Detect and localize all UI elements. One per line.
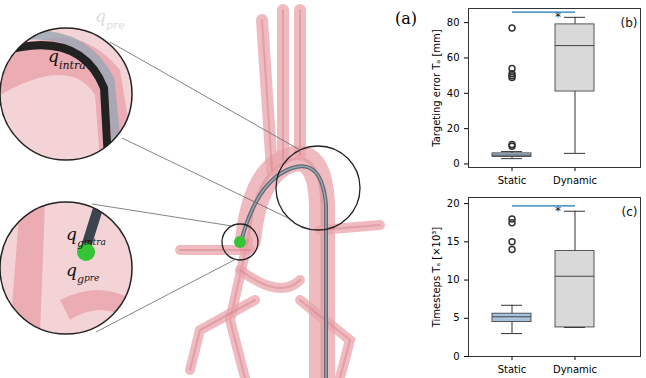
svg-text:Timesteps Tₛ [×10³]: Timesteps Tₛ [×10³] xyxy=(431,227,442,329)
svg-text:(a): (a) xyxy=(395,9,417,28)
svg-text:qgpre: qgpre xyxy=(66,260,99,286)
svg-text:qgintra: qgintra xyxy=(66,224,106,250)
svg-text:0: 0 xyxy=(453,351,459,362)
svg-text:40: 40 xyxy=(447,88,460,99)
svg-text:0: 0 xyxy=(453,158,459,169)
svg-text:Dynamic: Dynamic xyxy=(553,175,597,186)
svg-text:Static: Static xyxy=(498,175,527,186)
svg-text:15: 15 xyxy=(447,236,460,247)
svg-text:60: 60 xyxy=(447,52,460,63)
svg-text:*: * xyxy=(555,204,561,218)
svg-text:Targeting error Tₐ [mm]: Targeting error Tₐ [mm] xyxy=(431,29,442,148)
svg-text:20: 20 xyxy=(447,123,460,134)
svg-text:80: 80 xyxy=(447,17,460,28)
svg-text:20: 20 xyxy=(447,198,460,209)
svg-text:qintra: qintra xyxy=(48,46,86,72)
svg-text:(b): (b) xyxy=(621,16,638,30)
svg-text:qpre: qpre xyxy=(95,6,125,32)
svg-text:Dynamic: Dynamic xyxy=(553,364,597,375)
svg-text:*: * xyxy=(555,10,561,24)
svg-text:(c): (c) xyxy=(622,205,638,219)
svg-text:Static: Static xyxy=(498,364,527,375)
svg-text:10: 10 xyxy=(447,274,460,285)
svg-text:5: 5 xyxy=(453,312,459,323)
